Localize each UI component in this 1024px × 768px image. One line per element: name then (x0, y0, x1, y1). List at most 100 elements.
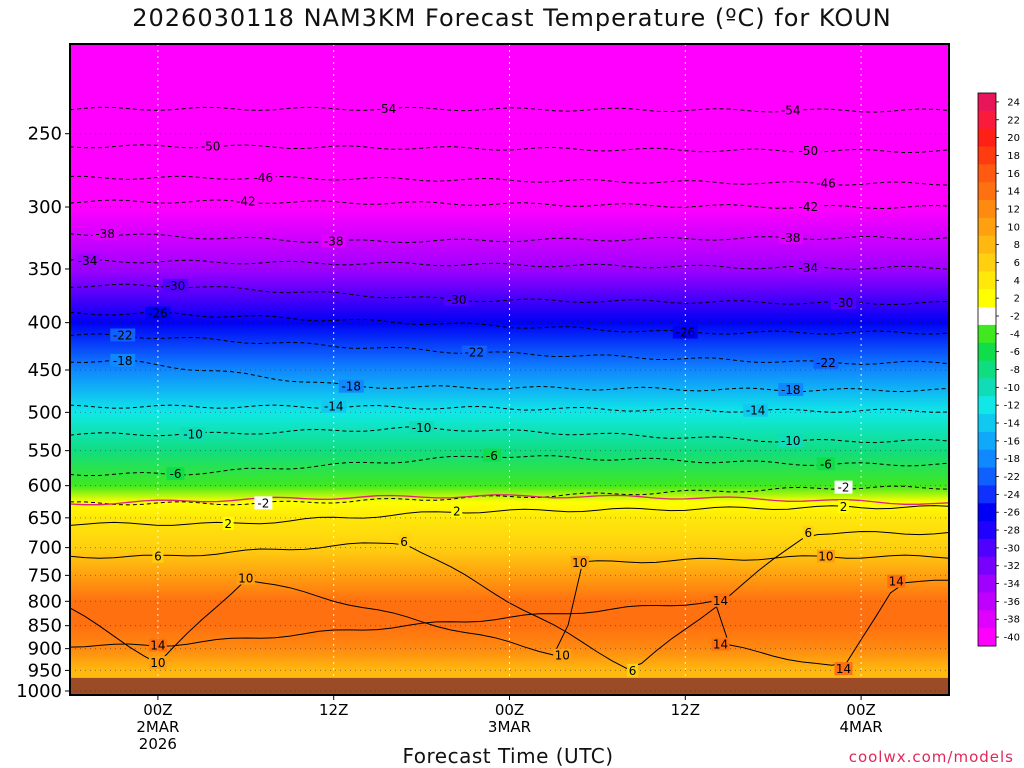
colorbar-swatch (978, 538, 996, 558)
colorbar-label: 4 (1014, 276, 1020, 287)
contour-label: 6 (629, 664, 637, 678)
contour-label: -26 (675, 326, 695, 340)
contour-label-bg (321, 234, 347, 248)
contour-label-bg (627, 663, 639, 677)
contour-label-bg (743, 403, 769, 417)
y-tick-label: 500 (28, 402, 62, 423)
contour-label-bg (802, 525, 814, 539)
colorbar-swatch (978, 146, 996, 165)
colorbar-swatch (978, 431, 996, 451)
colorbar-label: 20 (1007, 133, 1020, 144)
contour-label: -38 (324, 235, 344, 249)
colorbar-label: 16 (1007, 169, 1020, 180)
y-tick-label: 900 (28, 639, 62, 660)
contour-label-bg (816, 457, 835, 471)
contour-label-bg (570, 555, 589, 569)
contour-label-bg (409, 421, 435, 435)
contour-label-bg (461, 345, 487, 359)
contour-label-bg (711, 637, 730, 651)
contour-label-bg (75, 253, 101, 267)
contour-label: -42 (799, 200, 819, 214)
x-tick-label: 2MAR (136, 718, 179, 736)
x-tick-label: 2026 (139, 735, 177, 753)
contour-label-bg (887, 574, 906, 588)
contour-label: 10 (555, 649, 570, 663)
colorbar-swatch (978, 271, 996, 290)
colorbar-swatch (978, 574, 996, 593)
colorbar: 24 22 20 18 16 14 12 10 8 6 4 2 -2 -4 -6 -8 -10 -12 -14 -16… (977, 92, 1020, 647)
x-tick-label: 3MAR (488, 718, 531, 736)
contour-label: -22 (465, 346, 485, 360)
contour-label-bg (148, 656, 167, 670)
contour-label-bg (398, 534, 410, 548)
contour-label-bg (222, 516, 234, 530)
contour-label: 10 (150, 656, 165, 670)
contour-label-bg (92, 227, 118, 241)
colorbar-swatch (978, 396, 996, 415)
contour-label: 2 (453, 505, 461, 519)
contour-label-bg (254, 496, 273, 510)
colorbar-swatch (978, 628, 996, 647)
x-tick-label: 00Z (495, 701, 524, 719)
colorbar-label: 18 (1007, 151, 1020, 162)
colorbar-label: -12 (1004, 401, 1020, 412)
y-tick-label: 600 (28, 476, 62, 497)
contour-label: 14 (713, 594, 728, 608)
contour-label: -34 (799, 261, 819, 275)
colorbar-swatch (978, 164, 996, 183)
contour-label-bg (198, 139, 224, 153)
contour-label-bg (778, 103, 804, 117)
contour-label: 14 (150, 639, 165, 653)
colorbar-swatch (978, 128, 996, 148)
y-tick-label: 800 (28, 591, 62, 612)
contour-label: -6 (820, 457, 832, 471)
colorbar-label: -28 (1004, 526, 1020, 537)
contour-label-bg (148, 638, 167, 652)
contour-label: -10 (781, 434, 801, 448)
colorbar-label: -16 (1004, 436, 1020, 447)
contour-label-bg (834, 480, 853, 494)
contour-label: 6 (154, 550, 162, 564)
contour-label: -54 (781, 104, 801, 118)
grid-lines (70, 44, 949, 692)
contour-label: -18 (341, 380, 361, 394)
colorbar-swatch (978, 307, 996, 326)
colorbar-swatch (978, 414, 996, 433)
contour-line (70, 505, 949, 526)
contour-label: -22 (113, 329, 133, 343)
contour-label: -34 (78, 254, 98, 268)
contour-label-bg (180, 427, 206, 441)
ground-surface (70, 677, 949, 695)
contour-line (70, 530, 949, 670)
contour-label-bg (831, 296, 857, 310)
x-tick-label: 12Z (319, 701, 348, 719)
contour-label: 10 (818, 550, 833, 564)
colorbar-swatch (978, 378, 996, 397)
contour-label-bg (795, 144, 821, 158)
contour-label-bg (834, 662, 853, 676)
contour-label-bg (373, 101, 399, 115)
colorbar-label: -38 (1004, 615, 1020, 626)
colorbar-swatch (978, 485, 996, 504)
colorbar-swatch (978, 253, 996, 272)
contour-label-bg (795, 199, 821, 213)
colorbar-swatch (978, 93, 996, 112)
contour-label-bg (672, 325, 698, 339)
y-tick-label: 450 (28, 360, 62, 381)
colorbar-label: -4 (1010, 329, 1020, 340)
y-tick-label: 550 (28, 441, 62, 462)
colorbar-label: 10 (1007, 222, 1020, 233)
contour-label: -10 (412, 421, 432, 435)
contour-label: -38 (781, 231, 801, 245)
colorbar-swatch (978, 289, 996, 308)
colorbar-label: -26 (1004, 508, 1020, 519)
y-tick-label: 300 (28, 197, 62, 218)
contour-label: -2 (257, 496, 269, 510)
colorbar-label: -34 (1004, 579, 1020, 590)
x-tick-label: 00Z (846, 701, 875, 719)
contour-label-bg (145, 306, 171, 320)
contour-label: 14 (713, 638, 728, 652)
contour-label: -14 (324, 400, 344, 414)
colorbar-label: -2 (1010, 311, 1020, 322)
